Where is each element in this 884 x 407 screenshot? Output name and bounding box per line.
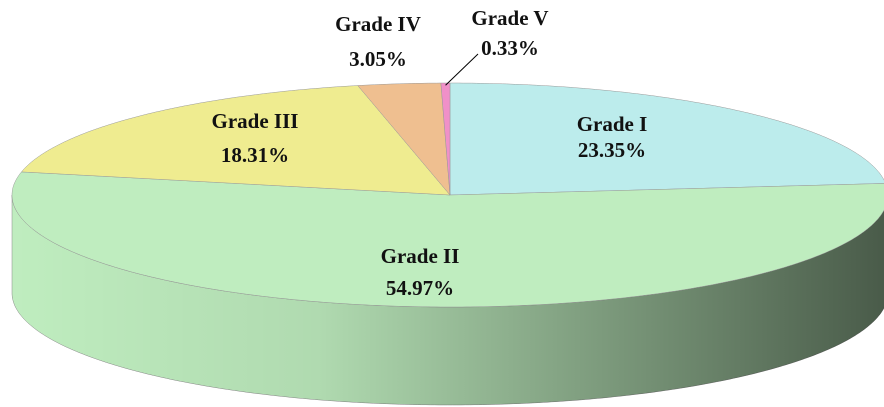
pie-slice xyxy=(20,85,451,196)
value-label: 23.35% xyxy=(578,138,646,162)
pie-slice xyxy=(357,82,451,196)
category-label: Grade IV xyxy=(335,12,421,36)
pie-slice xyxy=(449,82,884,196)
value-label: 54.97% xyxy=(386,276,454,300)
value-label: 0.33% xyxy=(481,36,539,60)
side-shade xyxy=(12,195,884,405)
category-label: Grade I xyxy=(577,112,648,136)
value-label: 3.05% xyxy=(349,47,407,71)
pie-tops xyxy=(11,82,884,308)
pie-slice xyxy=(440,82,451,196)
pie-slice xyxy=(11,171,884,308)
category-label: Grade V xyxy=(471,6,548,30)
category-label: Grade III xyxy=(212,109,299,133)
value-label: 18.31% xyxy=(221,143,289,167)
leader-line xyxy=(445,53,479,86)
category-label: Grade II xyxy=(381,244,460,268)
labels: Grade I23.35% Grade II 54.97% Grade III 18.3… xyxy=(212,6,648,300)
